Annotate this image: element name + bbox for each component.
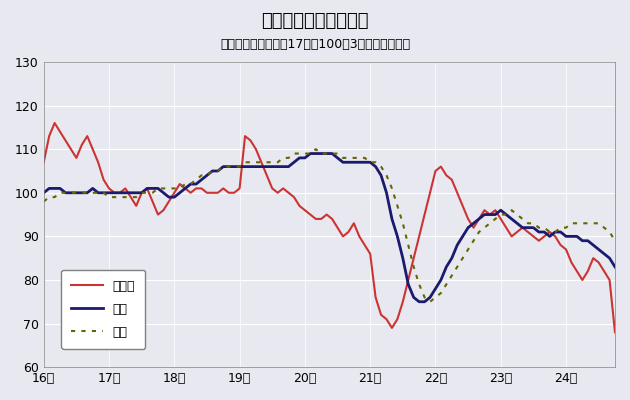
中国 [307,151,314,156]
鳥取県 [382,317,390,322]
鳥取県 [40,160,47,165]
中国 [421,299,428,304]
Line: 全国: 全国 [43,149,615,302]
鳥取県 [415,234,423,239]
Line: 鳥取県: 鳥取県 [43,123,615,332]
全国 [312,147,319,152]
全国 [442,282,450,287]
全国 [415,282,423,287]
全国 [40,199,47,204]
中国 [377,173,385,178]
中国 [382,190,390,195]
中国 [611,264,619,269]
全国 [546,230,554,234]
中国 [56,186,64,191]
全国 [382,173,390,178]
全国 [377,164,385,169]
全国 [427,299,434,304]
中国 [546,234,554,239]
鳥取県 [377,312,385,317]
鳥取県 [437,164,445,169]
中国 [415,299,423,304]
全国 [611,238,619,243]
Text: 鉱工業生産指数の推移: 鉱工業生産指数の推移 [261,12,369,30]
中国 [40,190,47,195]
Text: （季節調整済、平成17年＝100、3ヶ月移動平均）: （季節調整済、平成17年＝100、3ヶ月移動平均） [220,38,410,51]
中国 [442,264,450,269]
鳥取県 [51,121,59,126]
Line: 中国: 中国 [43,154,615,302]
鳥取県 [611,330,619,335]
鳥取県 [62,138,69,143]
全国 [56,190,64,195]
鳥取県 [541,234,548,239]
Legend: 鳥取県, 中国, 全国: 鳥取県, 中国, 全国 [61,270,145,349]
